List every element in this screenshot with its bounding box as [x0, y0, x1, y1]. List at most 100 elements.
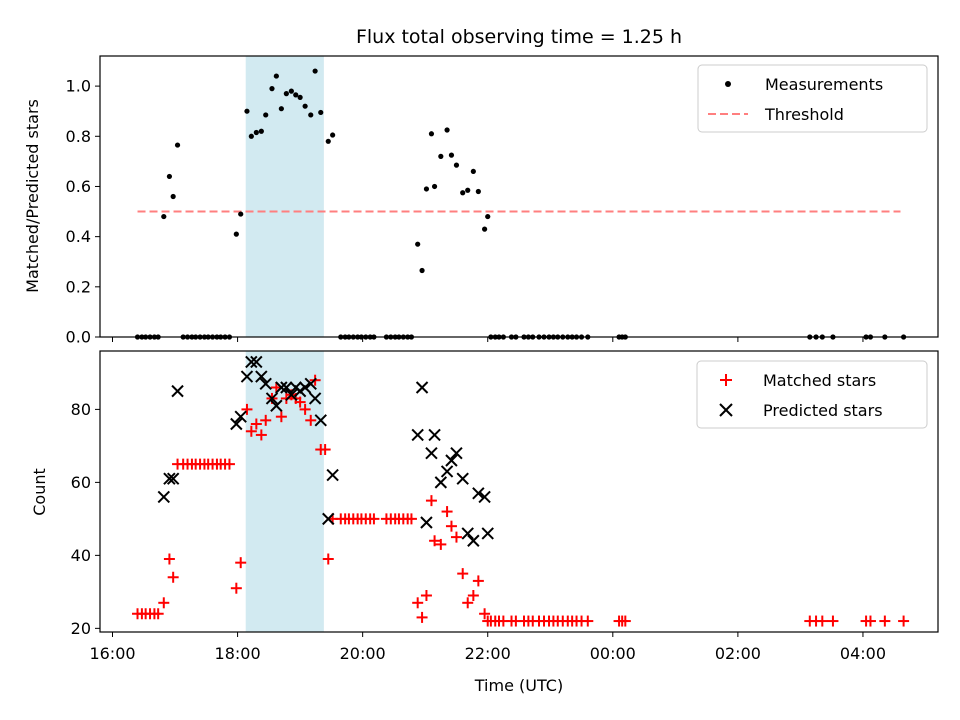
predicted-star-marker: [171, 384, 184, 398]
top-legend: Measurements Threshold: [697, 64, 928, 133]
measurement-point: [475, 188, 481, 195]
predicted-star-marker-b: [163, 472, 176, 485]
predicted-star-marker: [322, 512, 335, 526]
top-observing-span-layer: [245, 56, 324, 337]
predicted-star-marker: [270, 399, 283, 412]
predicted-stars-layer: [157, 355, 494, 547]
predicted-star-marker-b: [275, 381, 288, 394]
matched-star-marker: [405, 513, 417, 525]
matched-star-marker: [299, 403, 311, 415]
chart-title: Flux total observing time = 1.25 h: [356, 26, 682, 48]
matched-star-marker: [245, 425, 257, 437]
matched-star-marker: [582, 615, 594, 627]
bottom-panel: 16:00 18:00 20:00 22:00 00:00 02:00 04:00 20 40…: [30, 350, 939, 695]
measurement-point: [297, 94, 303, 100]
matched-star-marker: [457, 568, 469, 580]
predicted-star-marker-b: [478, 490, 491, 504]
matched-stars-layer: [132, 374, 910, 627]
matched-star-marker: [879, 615, 891, 627]
matched-star-marker: [420, 590, 432, 602]
predicted-star-marker: [415, 381, 429, 394]
legend-matched-label: Matched stars: [763, 371, 876, 390]
predicted-star-marker: [298, 381, 312, 394]
predicted-star-marker: [411, 428, 424, 442]
matched-star-marker: [816, 615, 828, 627]
predicted-star-marker: [425, 446, 438, 460]
predicted-star-marker: [456, 472, 469, 485]
matched-star-marker: [864, 615, 876, 627]
legend-measurements-label: Measurements: [765, 75, 883, 94]
predicted-star-marker: [481, 527, 494, 540]
predicted-star-marker: [166, 472, 180, 485]
predicted-star-marker-b: [450, 446, 463, 460]
predicted-star-marker: [265, 392, 279, 405]
top-observing-span: [245, 56, 324, 337]
matched-star-marker: [898, 615, 910, 627]
measurement-point: [415, 241, 421, 247]
predicted-star-marker-b: [157, 490, 170, 504]
predicted-star-marker-b: [234, 410, 247, 423]
matched-star-marker: [230, 582, 242, 594]
predicted-star-marker: [240, 370, 254, 383]
predicted-star-marker: [478, 490, 491, 504]
matched-star-marker: [450, 531, 462, 543]
measurement-point: [263, 112, 269, 118]
predicted-star-marker: [245, 355, 258, 369]
bottom-x-tick-label: 18:00: [215, 644, 261, 663]
predicted-star-marker-b: [445, 454, 458, 467]
matched-star-marker: [827, 615, 839, 627]
matched-star-marker: [425, 495, 437, 507]
bottom-legend: Matched stars Predicted stars: [696, 360, 928, 429]
predicted-star-marker-b: [472, 487, 485, 500]
predicted-star-marker-b: [425, 446, 438, 460]
measurement-point: [428, 131, 435, 137]
predicted-star-marker-b: [467, 534, 480, 547]
matched-star-marker: [319, 444, 331, 456]
matched-star-marker: [619, 615, 631, 627]
predicted-star-marker: [255, 370, 268, 383]
top-y-tick-label: 0.6: [66, 177, 91, 196]
measurement-point: [470, 168, 476, 175]
predicted-star-marker-b: [285, 388, 298, 401]
measurement-point: [273, 73, 279, 79]
matched-star-marker: [275, 411, 287, 423]
measurement-point: [170, 193, 176, 200]
predicted-star-marker-b: [270, 399, 283, 412]
predicted-star-marker: [259, 377, 272, 391]
matched-star-marker: [441, 506, 453, 518]
measurement-point: [174, 142, 181, 148]
top-y-tick-label: 0.0: [66, 328, 91, 347]
predicted-star-marker: [440, 465, 454, 478]
predicted-star-marker: [234, 410, 247, 423]
matched-star-marker: [163, 553, 175, 565]
top-panel: 0.0 0.2 0.4 0.6 0.8 1.0 Matched/Predicted sta…: [23, 55, 939, 347]
predicted-star-marker-b: [245, 355, 258, 369]
predicted-star-marker-b: [322, 512, 335, 526]
bottom-x-tick-label: 02:00: [715, 644, 761, 663]
matched-star-marker: [305, 414, 317, 426]
legend-measurements-marker: [725, 81, 731, 87]
predicted-star-marker: [472, 487, 485, 500]
bottom-y-axis-label: Count: [30, 468, 49, 516]
top-y-ticks: 0.0 0.2 0.4 0.6 0.8 1.0: [66, 77, 100, 347]
matched-star-marker: [235, 557, 247, 569]
predicted-star-marker-b: [456, 472, 469, 485]
measurement-point: [465, 187, 471, 193]
bottom-x-tick-label: 16:00: [89, 644, 135, 663]
bottom-observing-span: [245, 351, 324, 632]
top-y-axis-label: Matched/Predicted stars: [23, 99, 42, 293]
matched-star-marker: [479, 608, 491, 620]
top-y-tick-label: 0.8: [66, 127, 91, 146]
matched-star-marker: [467, 590, 479, 602]
bottom-y-tick-label: 20: [71, 619, 91, 638]
predicted-star-marker: [467, 534, 480, 547]
bottom-plot-frame: [99, 350, 939, 633]
measurement-point: [308, 112, 314, 118]
measurement-point: [253, 129, 259, 136]
predicted-star-marker-b: [314, 414, 327, 427]
predicted-star-marker-b: [308, 392, 322, 405]
legend-threshold-label: Threshold: [764, 105, 844, 124]
matched-star-marker: [462, 597, 474, 609]
predicted-star-marker-b: [265, 392, 279, 405]
